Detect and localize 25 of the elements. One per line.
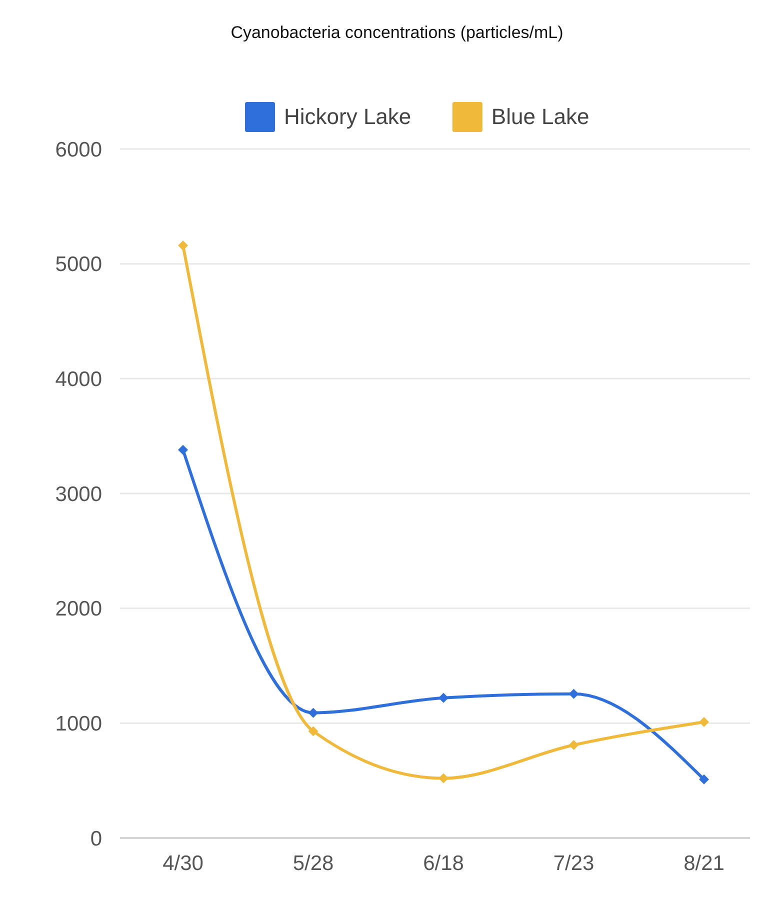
x-tick-label: 8/21 [684, 852, 724, 875]
y-tick-label: 0 [90, 827, 102, 850]
point [699, 717, 709, 728]
y-tick-label: 4000 [55, 368, 102, 392]
point [308, 726, 318, 736]
y-tick-label: 2000 [55, 598, 102, 621]
y-tick-label: 6000 [55, 138, 102, 162]
point [438, 773, 448, 784]
point [438, 692, 448, 703]
y-tick-label: 3000 [55, 482, 102, 506]
y-tick-label: 1000 [55, 712, 102, 736]
x-tick-label: 6/18 [423, 852, 464, 875]
x-tick-label: 5/28 [292, 852, 334, 875]
point [308, 708, 318, 718]
chart-title: Cyanobacteria concentrations (particles/mL) [230, 23, 564, 42]
point [699, 774, 709, 784]
legend-label: Hickory Lake [284, 104, 412, 129]
y-tick-label: 5000 [55, 253, 102, 276]
point [568, 740, 579, 750]
x-tick-label: 4/30 [162, 852, 204, 875]
point [568, 688, 579, 699]
x-tick-label: 7/23 [553, 852, 594, 875]
legend-label: Blue Lake [491, 104, 590, 129]
point [178, 240, 188, 250]
point [178, 444, 188, 455]
